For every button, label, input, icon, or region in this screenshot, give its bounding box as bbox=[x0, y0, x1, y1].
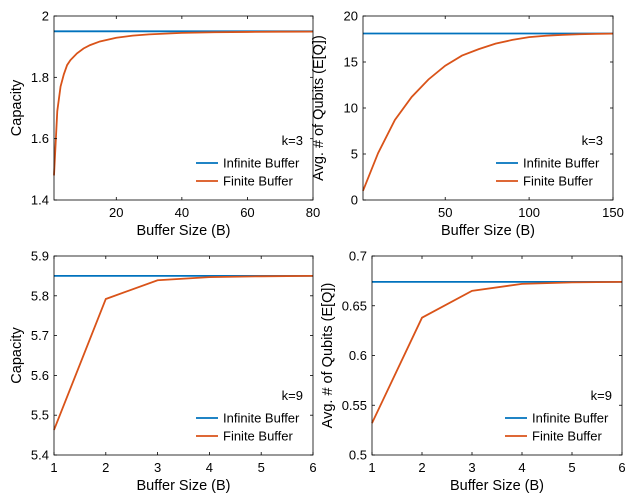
legend-label: Finite Buffer bbox=[223, 174, 294, 189]
series-line-finite-buffer bbox=[362, 32, 614, 192]
x-tick-label: 80 bbox=[306, 205, 320, 220]
y-tick-label: 0.5 bbox=[349, 448, 367, 463]
y-tick-label: 0.7 bbox=[349, 249, 367, 264]
x-tick-label: 3 bbox=[468, 460, 475, 475]
y-tick-label: 5.6 bbox=[31, 368, 49, 383]
y-tick-label: 0.55 bbox=[342, 398, 367, 413]
series-line-finite-buffer bbox=[371, 280, 623, 424]
y-axis-label: Avg. # of Qubits (E[Q]) bbox=[320, 283, 336, 429]
y-tick-label: 15 bbox=[344, 55, 358, 70]
k-annotation: k=9 bbox=[282, 388, 303, 403]
chart-panel-4: 1 2 3 4 5 6 0.5 0.55 0.6 0.65 0.7 Buffer Size (B) Av… bbox=[320, 249, 626, 495]
y-axis-label: Capacity bbox=[9, 327, 25, 384]
legend-label: Finite Buffer bbox=[523, 174, 594, 189]
x-tick-label: 40 bbox=[175, 205, 189, 220]
x-tick-label: 6 bbox=[618, 460, 625, 475]
y-tick-label: 5.4 bbox=[31, 448, 49, 463]
x-axis-label: Buffer Size (B) bbox=[450, 478, 544, 494]
x-tick-label: 4 bbox=[206, 460, 213, 475]
plot-area bbox=[53, 255, 314, 456]
legend: Infinite Buffer Finite Buffer bbox=[196, 411, 300, 444]
x-tick-label: 6 bbox=[309, 460, 316, 475]
x-tick-label: 5 bbox=[568, 460, 575, 475]
x-tick-label: 3 bbox=[154, 460, 161, 475]
x-tick-label: 4 bbox=[518, 460, 525, 475]
x-tick-label: 20 bbox=[109, 205, 123, 220]
series-line-finite-buffer bbox=[53, 30, 314, 176]
y-tick-label: 0 bbox=[351, 193, 358, 208]
x-axis-label: Buffer Size (B) bbox=[136, 223, 230, 239]
x-tick-label: 2 bbox=[418, 460, 425, 475]
legend: Infinite Buffer Finite Buffer bbox=[496, 156, 600, 189]
chart-panel-3: 1 2 3 4 5 6 5.4 5.5 5.6 5.7 5.8 5.9 Buffer Size (B) C… bbox=[9, 249, 317, 495]
y-tick-label: 1.4 bbox=[31, 193, 49, 208]
k-annotation: k=3 bbox=[582, 133, 603, 148]
y-tick-label: 5.5 bbox=[31, 408, 49, 423]
y-axis-label: Avg. # of Qubits (E[Q]) bbox=[311, 35, 327, 181]
y-tick-label: 0.65 bbox=[342, 298, 367, 313]
legend-label: Infinite Buffer bbox=[523, 156, 600, 171]
legend-label: Finite Buffer bbox=[532, 429, 603, 444]
chart-panel-1: 20 40 60 80 1.4 1.6 1.8 2 Buffer Size (B) Capacit… bbox=[9, 9, 320, 240]
x-tick-label: 50 bbox=[438, 205, 452, 220]
y-tick-label: 10 bbox=[344, 101, 358, 116]
legend-label: Infinite Buffer bbox=[223, 411, 300, 426]
k-annotation: k=3 bbox=[282, 133, 303, 148]
chart-panel-2: 50 100 150 0 5 10 15 20 Buffer Size (B) Avg. # of… bbox=[311, 9, 624, 240]
x-tick-label: 150 bbox=[602, 205, 624, 220]
k-annotation: k=9 bbox=[591, 388, 612, 403]
legend-label: Finite Buffer bbox=[223, 429, 294, 444]
legend-label: Infinite Buffer bbox=[532, 411, 609, 426]
x-tick-label: 100 bbox=[518, 205, 540, 220]
plot-area bbox=[53, 15, 314, 201]
y-tick-label: 0.6 bbox=[349, 348, 367, 363]
y-tick-label: 5.8 bbox=[31, 288, 49, 303]
plot-area bbox=[362, 15, 614, 201]
y-tick-label: 5.9 bbox=[31, 249, 49, 264]
y-tick-label: 5 bbox=[351, 147, 358, 162]
x-tick-label: 1 bbox=[50, 460, 57, 475]
x-tick-label: 1 bbox=[368, 460, 375, 475]
x-tick-label: 60 bbox=[240, 205, 254, 220]
x-axis-label: Buffer Size (B) bbox=[441, 223, 535, 239]
y-tick-label: 1.8 bbox=[31, 70, 49, 85]
legend: Infinite Buffer Finite Buffer bbox=[196, 156, 300, 189]
series-line-finite-buffer bbox=[53, 275, 314, 431]
legend-label: Infinite Buffer bbox=[223, 156, 300, 171]
x-tick-label: 5 bbox=[258, 460, 265, 475]
legend: Infinite Buffer Finite Buffer bbox=[505, 411, 609, 444]
x-axis-label: Buffer Size (B) bbox=[136, 478, 230, 494]
y-tick-label: 20 bbox=[344, 9, 358, 24]
y-tick-label: 5.7 bbox=[31, 328, 49, 343]
y-axis-label: Capacity bbox=[9, 79, 25, 136]
x-tick-label: 2 bbox=[102, 460, 109, 475]
y-tick-label: 1.6 bbox=[31, 131, 49, 146]
y-tick-label: 2 bbox=[42, 9, 49, 24]
